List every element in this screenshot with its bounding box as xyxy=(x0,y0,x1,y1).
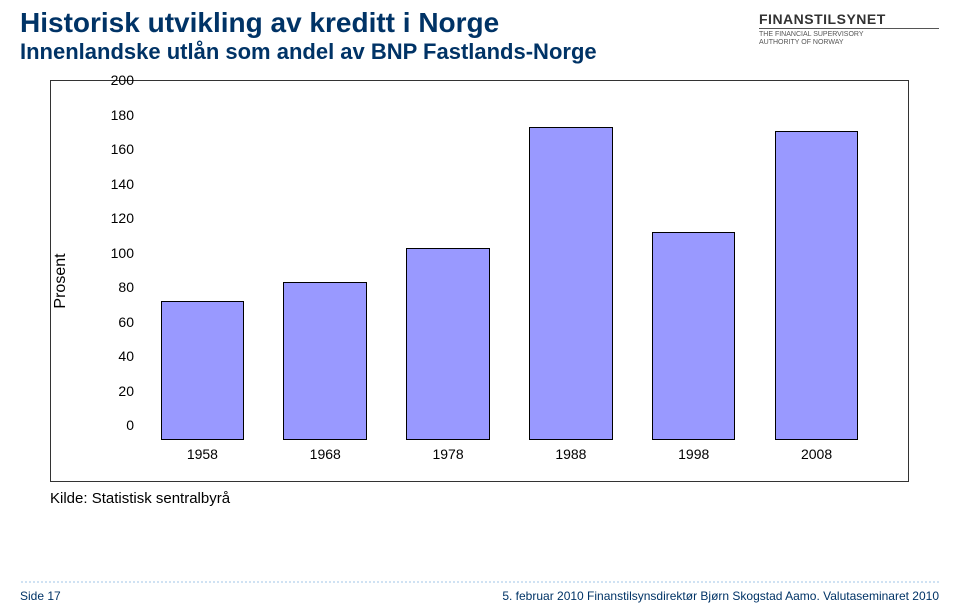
bar-slot: 1958 xyxy=(141,96,264,440)
logo-main-text: FINANSTILSYNET xyxy=(759,12,939,26)
page-subtitle: Innenlandske utlån som andel av BNP Fast… xyxy=(20,39,759,65)
footer-divider xyxy=(20,580,939,583)
chart-container: Prosent 195819681978198819982008 0204060… xyxy=(50,80,909,482)
footer-right: 5. februar 2010 Finanstilsynsdirektør Bj… xyxy=(502,589,939,603)
y-tick: 100 xyxy=(96,245,134,261)
y-tick: 20 xyxy=(96,383,134,399)
header: Historisk utvikling av kreditt i Norge I… xyxy=(0,0,959,65)
page-title: Historisk utvikling av kreditt i Norge xyxy=(20,8,759,39)
y-tick: 40 xyxy=(96,348,134,364)
y-tick: 180 xyxy=(96,107,134,123)
bar xyxy=(529,127,613,440)
bar xyxy=(775,131,859,441)
plot-area: 195819681978198819982008 020406080100120… xyxy=(141,96,878,441)
y-tick: 160 xyxy=(96,141,134,157)
y-axis-label: Prosent xyxy=(52,254,70,309)
y-tick: 120 xyxy=(96,210,134,226)
bar xyxy=(161,301,245,440)
bar-slot: 2008 xyxy=(755,96,878,440)
y-tick: 0 xyxy=(96,417,134,433)
bar xyxy=(406,248,490,441)
bars-group: 195819681978198819982008 xyxy=(141,96,878,441)
bar xyxy=(283,282,367,440)
bar xyxy=(652,232,736,440)
bar-slot: 1998 xyxy=(632,96,755,440)
x-tick: 1978 xyxy=(432,440,463,462)
x-tick: 2008 xyxy=(801,440,832,462)
x-tick: 1968 xyxy=(310,440,341,462)
source-note: Kilde: Statistisk sentralbyrå xyxy=(50,490,909,507)
y-tick: 60 xyxy=(96,314,134,330)
footer: Side 17 5. februar 2010 Finanstilsynsdir… xyxy=(20,589,939,603)
brand-logo: FINANSTILSYNET THE FINANCIAL SUPERVISORY… xyxy=(759,8,939,48)
footer-left: Side 17 xyxy=(20,589,61,603)
bar-slot: 1968 xyxy=(264,96,387,440)
bar-slot: 1988 xyxy=(509,96,632,440)
logo-sub-text: THE FINANCIAL SUPERVISORY AUTHORITY OF N… xyxy=(759,28,939,48)
y-tick: 140 xyxy=(96,176,134,192)
x-tick: 1998 xyxy=(678,440,709,462)
x-tick: 1958 xyxy=(187,440,218,462)
title-block: Historisk utvikling av kreditt i Norge I… xyxy=(20,8,759,65)
bar-slot: 1978 xyxy=(387,96,510,440)
y-tick: 200 xyxy=(96,72,134,88)
x-tick: 1988 xyxy=(555,440,586,462)
y-tick: 80 xyxy=(96,279,134,295)
